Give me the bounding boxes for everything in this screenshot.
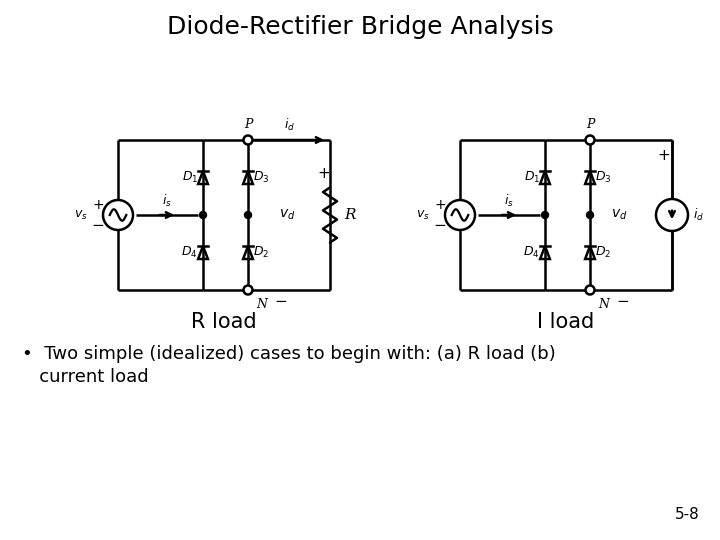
Text: $D_3$: $D_3$ bbox=[595, 170, 611, 185]
Text: N: N bbox=[256, 298, 267, 311]
Text: $v_d$: $v_d$ bbox=[611, 208, 627, 222]
Text: $D_3$: $D_3$ bbox=[253, 170, 269, 185]
Text: −: − bbox=[274, 294, 287, 309]
Text: I load: I load bbox=[537, 312, 595, 332]
Text: R: R bbox=[344, 208, 356, 222]
Text: $v_d$: $v_d$ bbox=[279, 208, 295, 222]
Circle shape bbox=[243, 286, 253, 294]
Text: $D_2$: $D_2$ bbox=[253, 245, 269, 260]
Circle shape bbox=[585, 286, 595, 294]
Text: $D_1$: $D_1$ bbox=[181, 170, 198, 185]
Text: −: − bbox=[433, 218, 446, 233]
Text: N: N bbox=[598, 298, 609, 311]
Circle shape bbox=[656, 199, 688, 231]
Text: R load: R load bbox=[192, 312, 257, 332]
Circle shape bbox=[587, 212, 593, 219]
Text: $i_s$: $i_s$ bbox=[504, 193, 514, 209]
Text: Diode-Rectifier Bridge Analysis: Diode-Rectifier Bridge Analysis bbox=[166, 15, 554, 39]
Polygon shape bbox=[540, 171, 550, 184]
Text: $i_s$: $i_s$ bbox=[162, 193, 172, 209]
Text: $D_2$: $D_2$ bbox=[595, 245, 611, 260]
Polygon shape bbox=[585, 246, 595, 259]
Polygon shape bbox=[198, 246, 208, 259]
Text: $D_4$: $D_4$ bbox=[181, 245, 198, 260]
Circle shape bbox=[445, 200, 475, 230]
Text: $i_d$: $i_d$ bbox=[284, 117, 295, 133]
Circle shape bbox=[103, 200, 133, 230]
Text: +: + bbox=[318, 166, 330, 181]
Polygon shape bbox=[243, 246, 253, 259]
Circle shape bbox=[541, 212, 549, 219]
Text: P: P bbox=[586, 118, 594, 131]
Text: $i_d$: $i_d$ bbox=[693, 207, 704, 223]
Text: +: + bbox=[657, 147, 670, 163]
Text: −: − bbox=[91, 218, 104, 233]
Text: P: P bbox=[244, 118, 252, 131]
Circle shape bbox=[243, 136, 253, 145]
Polygon shape bbox=[243, 171, 253, 184]
Polygon shape bbox=[585, 171, 595, 184]
Text: $D_1$: $D_1$ bbox=[523, 170, 540, 185]
Text: •  Two simple (idealized) cases to begin with: (a) R load (b): • Two simple (idealized) cases to begin … bbox=[22, 345, 556, 363]
Polygon shape bbox=[198, 171, 208, 184]
Text: $v_s$: $v_s$ bbox=[74, 208, 88, 221]
Text: 5-8: 5-8 bbox=[675, 507, 700, 522]
Text: $v_s$: $v_s$ bbox=[416, 208, 430, 221]
Circle shape bbox=[245, 212, 251, 219]
Text: current load: current load bbox=[22, 368, 148, 386]
Text: $D_4$: $D_4$ bbox=[523, 245, 540, 260]
Circle shape bbox=[199, 212, 207, 219]
Text: +: + bbox=[92, 198, 104, 212]
Circle shape bbox=[585, 136, 595, 145]
Text: +: + bbox=[434, 198, 446, 212]
Text: −: − bbox=[616, 294, 629, 309]
Polygon shape bbox=[540, 246, 550, 259]
